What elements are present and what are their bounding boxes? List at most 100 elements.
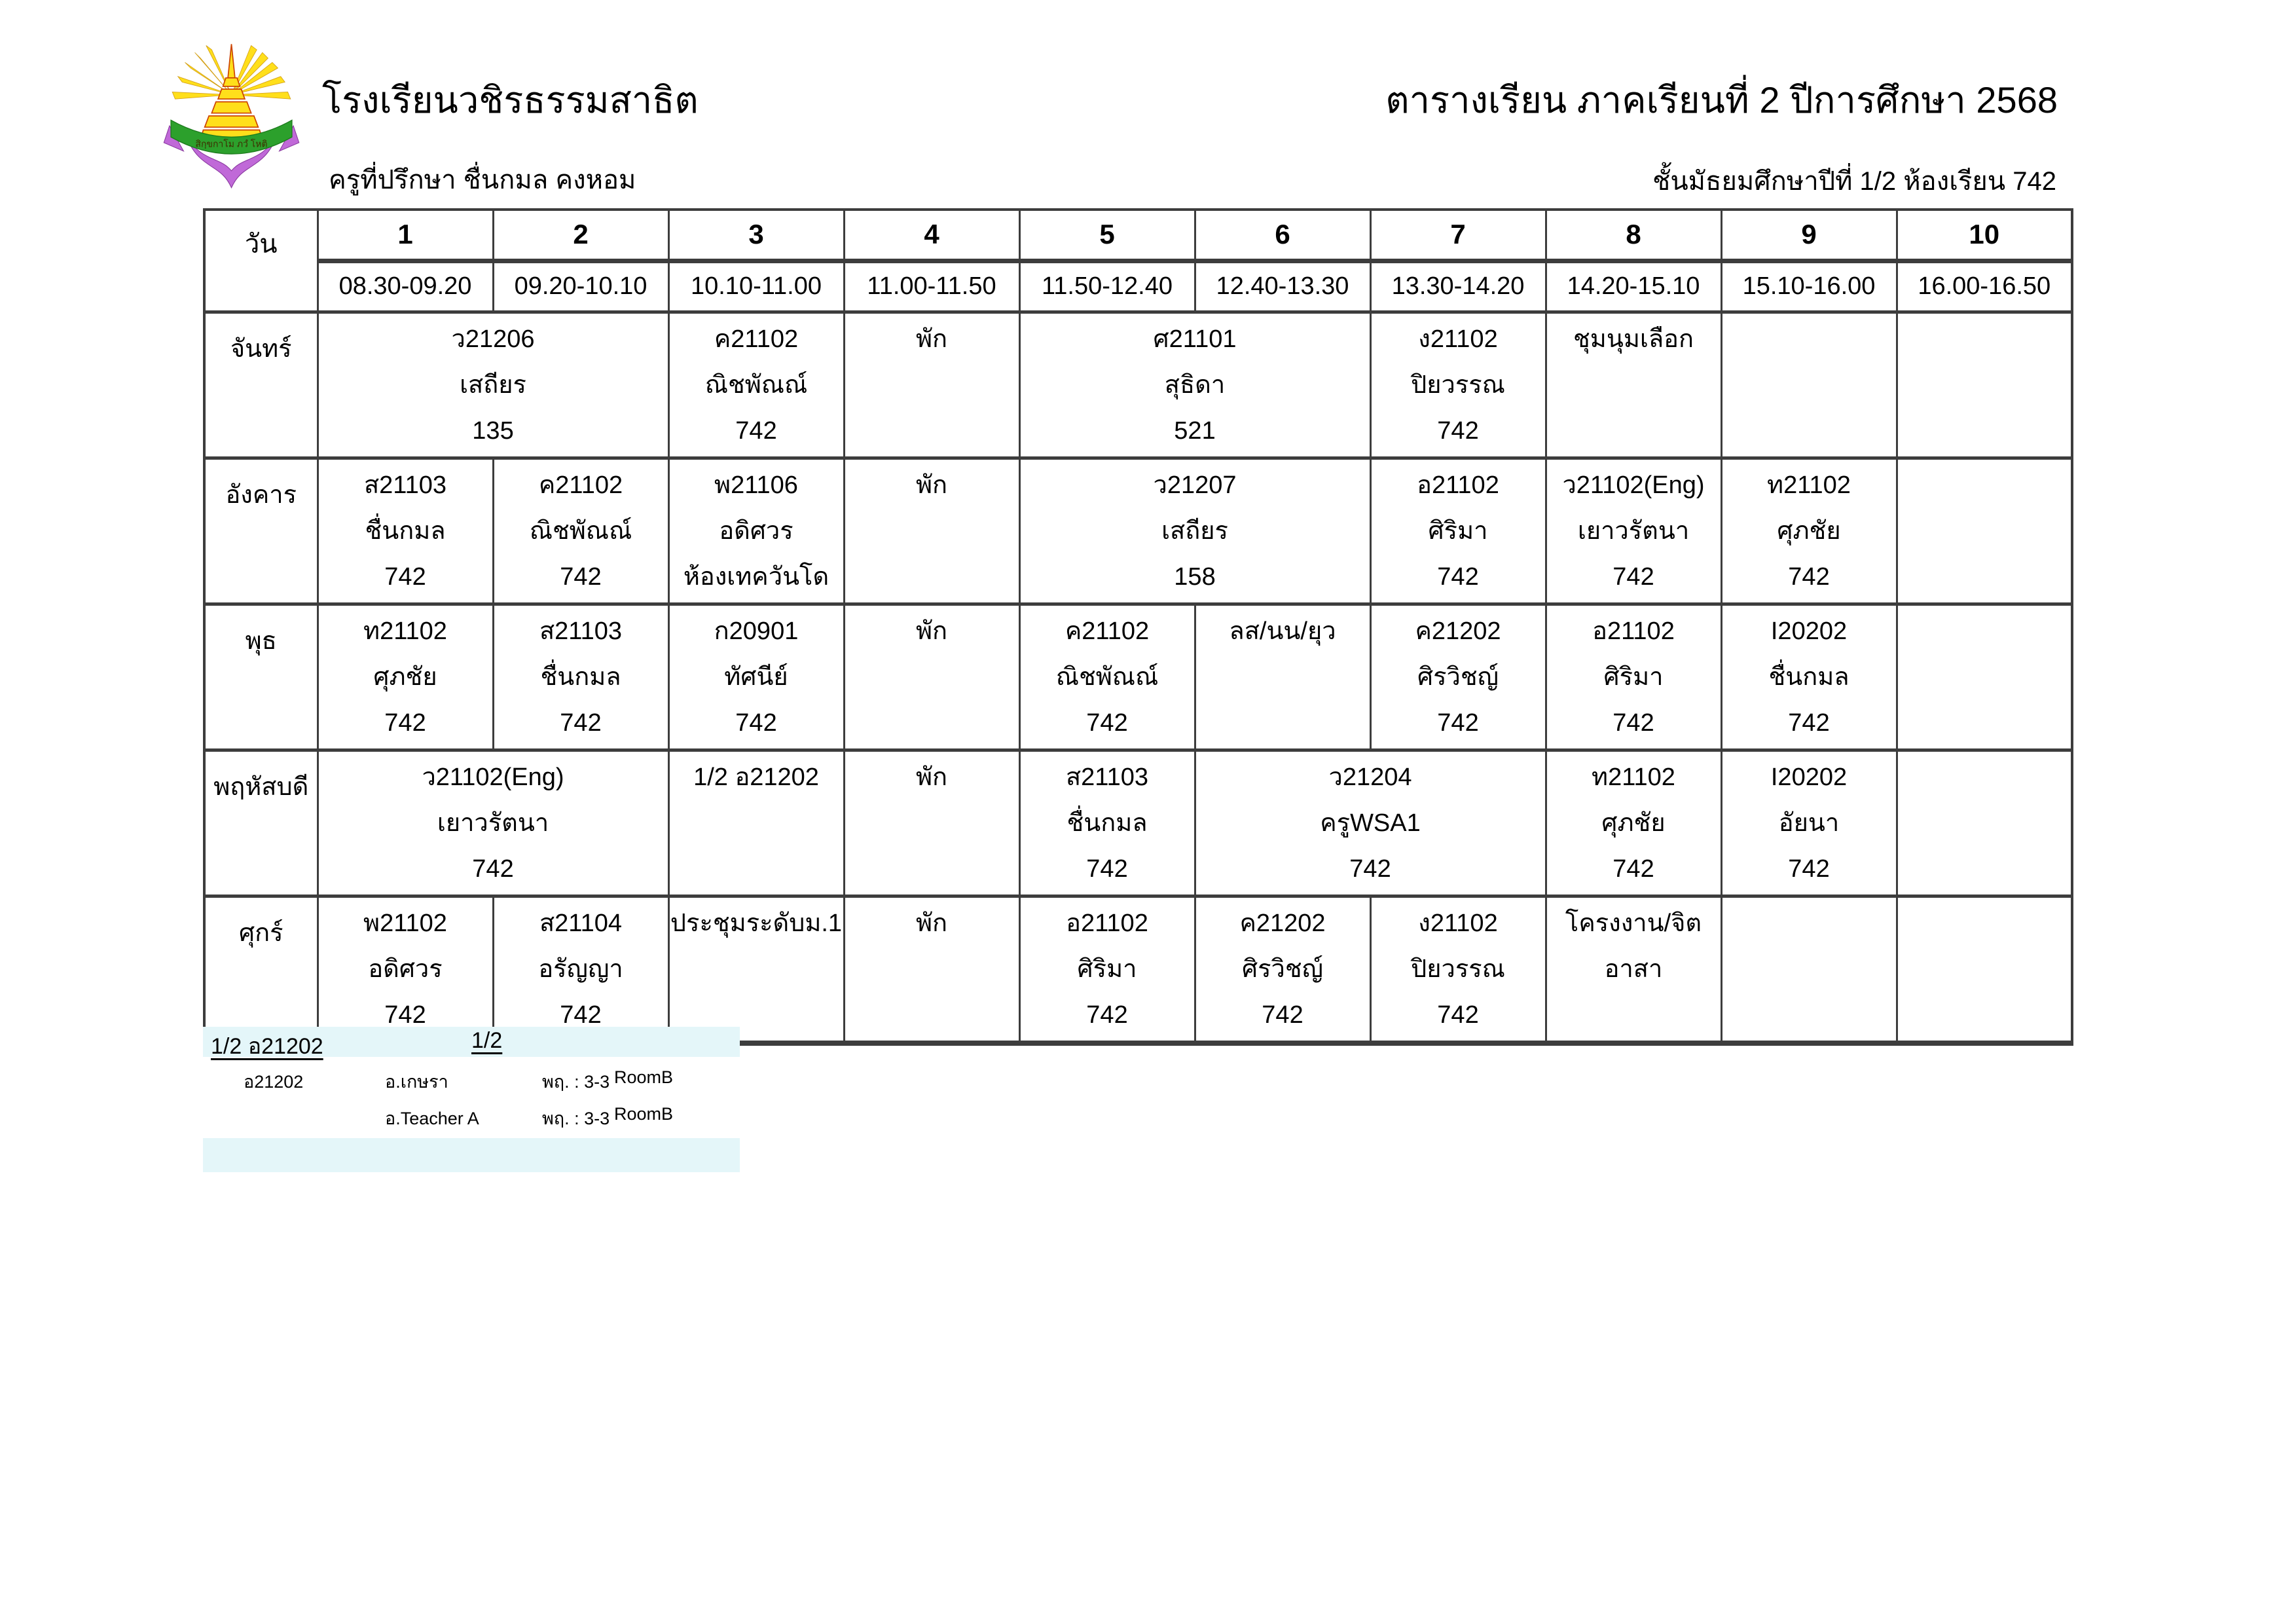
room-line: ห้องเทควันโด xyxy=(683,563,829,591)
teacher-line: ชื่นกมล xyxy=(1768,663,1850,691)
empty-cell xyxy=(1895,310,2073,459)
teacher-line xyxy=(1723,954,1895,984)
lesson-cell: โครงงาน/จิต อาสา xyxy=(1544,894,1722,1044)
teacher-line: ศุภชัย xyxy=(1777,517,1841,545)
footnote-time: พฤ. : 3-3 xyxy=(542,1072,610,1092)
period-header-cell: 4 xyxy=(843,208,1021,262)
time-header-cell: 14.20-15.10 xyxy=(1544,258,1722,313)
period-header-cell: 9 xyxy=(1720,208,1898,262)
subject-line: ศ21101 xyxy=(1153,325,1237,353)
day-row: อังคาร ส21103 ชื่นกมล 742 ค21102 ณิชพัณณ์ 742 พ… xyxy=(203,456,2073,605)
teacher-line: ศิริมา xyxy=(1603,663,1664,691)
class-room-line: ชั้นมัธยมศึกษาปีที่ 1/2 ห้องเรียน 742 xyxy=(1652,167,2056,196)
day-column-header: วัน xyxy=(203,208,319,313)
period-header-cell: 2 xyxy=(492,208,670,262)
room-line xyxy=(846,416,1018,446)
room-line: 742 xyxy=(735,709,777,737)
teacher-line: อรัญญา xyxy=(538,955,623,983)
lesson-cell: อ21102 ศิริมา 742 xyxy=(1369,456,1547,605)
room-line: 742 xyxy=(735,416,777,445)
empty-cell xyxy=(1720,894,1898,1044)
teacher-line: ศิริมา xyxy=(1077,955,1137,983)
lesson-cell: ว21204 ครูWSA1 742 xyxy=(1194,748,1547,897)
room-line: 742 xyxy=(1788,709,1830,737)
teacher-line: เสถียร xyxy=(1161,517,1228,545)
subject-line: พ21106 xyxy=(714,471,798,499)
room-line xyxy=(1197,708,1369,738)
room-line: 742 xyxy=(1788,563,1830,591)
room-line: 742 xyxy=(384,563,426,591)
day-label-cell: อังคาร xyxy=(203,456,319,605)
timetable-body: จันทร์ ว21206 เสถียร 135 ค21102 ณิชพัณณ์ 742 พั… xyxy=(203,310,2073,1044)
lesson-cell: ประชุมระดับม.1 xyxy=(667,894,845,1044)
footnote-room: RoomB xyxy=(614,1104,674,1124)
footnote-rows: อ21202 อ.เกษรา พฤ. : 3-3 RoomB อ.Teacher A พฤ… xyxy=(203,1067,740,1141)
subject-line: ประชุมระดับม.1 xyxy=(670,909,843,937)
room-line: 742 xyxy=(472,855,514,883)
teacher-line xyxy=(846,370,1018,400)
time-header-cell: 12.40-13.30 xyxy=(1194,258,1372,313)
teacher-line: อาสา xyxy=(1604,955,1663,983)
teacher-line xyxy=(1723,370,1895,400)
teacher-line xyxy=(670,954,843,984)
room-line: 742 xyxy=(1437,416,1479,445)
room-line: 742 xyxy=(560,563,602,591)
room-line: 742 xyxy=(1437,563,1479,591)
footnote-row: อ21202 อ.เกษรา พฤ. : 3-3 RoomB xyxy=(203,1067,740,1104)
time-header-cell: 10.10-11.00 xyxy=(667,258,845,313)
day-label-cell: พฤหัสบดี xyxy=(203,748,319,897)
empty-cell xyxy=(1895,894,2073,1044)
room-line: 742 xyxy=(1086,1001,1128,1029)
subject-line: ว21204 xyxy=(1328,763,1412,791)
empty-cell xyxy=(1895,456,2073,605)
subject-line xyxy=(1899,616,2071,646)
room-line xyxy=(670,854,843,884)
period-header-cell: 3 xyxy=(667,208,845,262)
teacher-line: เยาวรัตนา xyxy=(437,809,549,837)
subject-line: พัก xyxy=(915,471,948,499)
room-line: 158 xyxy=(1174,563,1216,591)
teacher-line: ชื่นกมล xyxy=(365,517,446,545)
room-line xyxy=(1899,854,2071,884)
lesson-cell: 1/2 อ21202 xyxy=(667,748,845,897)
room-line: 742 xyxy=(1437,1001,1479,1029)
time-header-cell: 08.30-09.20 xyxy=(316,258,494,313)
subject-line: ง21102 xyxy=(1418,909,1498,937)
subject-line: พัก xyxy=(915,617,948,645)
footnote-teacher: อ.เกษรา xyxy=(385,1072,448,1092)
subject-line: ชุมนุมเลือก xyxy=(1573,325,1694,353)
teacher-line xyxy=(846,516,1018,546)
room-line xyxy=(846,708,1018,738)
subject-line: ส21103 xyxy=(1065,763,1149,791)
teacher-line: ปิยวรรณ xyxy=(1411,371,1505,399)
footnote-row: อ.Teacher A พฤ. : 3-3 RoomB xyxy=(203,1104,740,1141)
lesson-cell: พ21102 อดิศวร 742 xyxy=(316,894,494,1044)
lesson-cell: ลส/นน/ยุว xyxy=(1194,602,1372,751)
teacher-line xyxy=(1899,808,2071,838)
period-header-cell: 10 xyxy=(1895,208,2073,262)
room-line xyxy=(846,854,1018,884)
room-line xyxy=(1548,1000,1720,1030)
room-line: 742 xyxy=(1262,1001,1303,1029)
subject-line: ส21104 xyxy=(539,909,623,937)
room-line: 742 xyxy=(384,709,426,737)
day-row: พุธ ท21102 ศุภชัย 742 ส21103 ชื่นกมล 742 ก20901… xyxy=(203,602,2073,751)
subject-line xyxy=(1899,324,2071,354)
lesson-cell: ศ21101 สุธิดา 521 xyxy=(1018,310,1372,459)
teacher-line xyxy=(846,662,1018,692)
teacher-line: ชื่นกมล xyxy=(540,663,621,691)
crest-rays xyxy=(172,45,291,100)
teacher-line xyxy=(846,954,1018,984)
room-line: 742 xyxy=(1086,709,1128,737)
room-line: 135 xyxy=(472,416,514,445)
period-header-cell: 5 xyxy=(1018,208,1196,262)
period-header-cell: 8 xyxy=(1544,208,1722,262)
room-line: 742 xyxy=(1613,855,1654,883)
room-line: 742 xyxy=(1086,855,1128,883)
teacher-line: ปิยวรรณ xyxy=(1411,955,1505,983)
footnote-strip-bottom xyxy=(203,1138,740,1172)
subject-line: ว21206 xyxy=(451,325,535,353)
teacher-line xyxy=(1899,662,2071,692)
footnote-strip-top: 1/2 อ21202 1/2 xyxy=(203,1027,740,1059)
room-line: 742 xyxy=(384,1001,426,1029)
